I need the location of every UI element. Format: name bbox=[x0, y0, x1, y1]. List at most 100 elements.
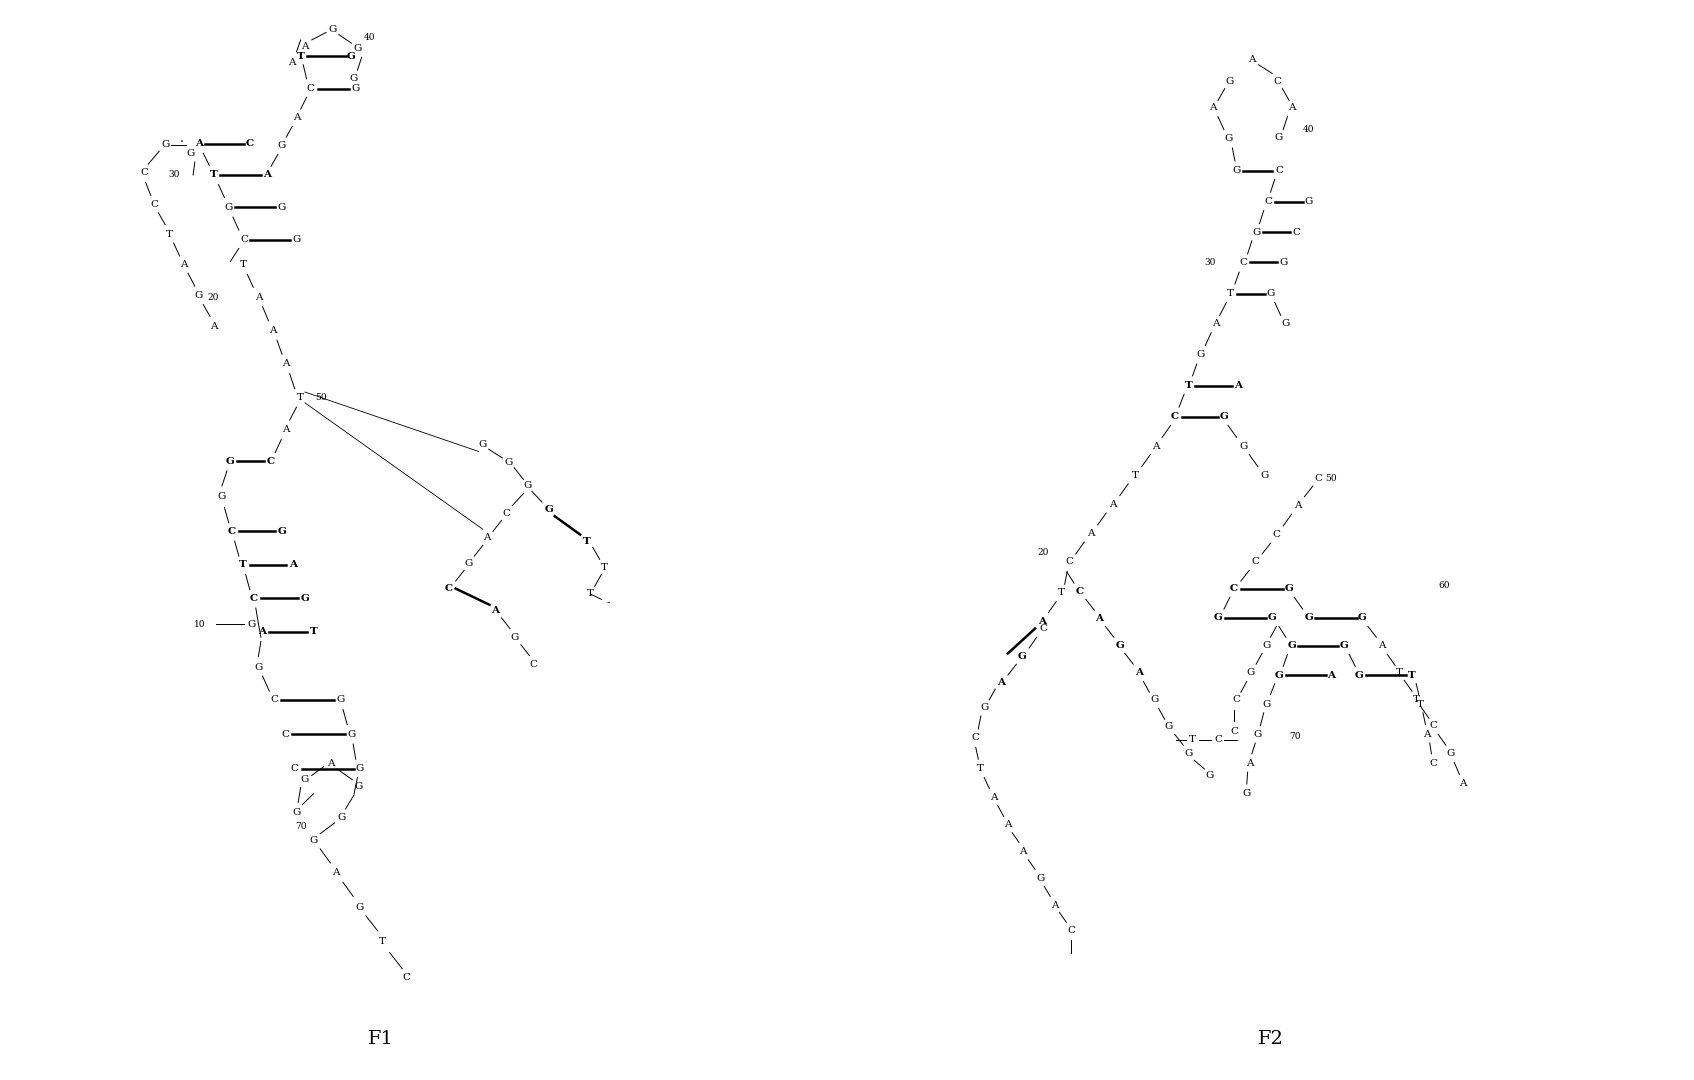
Text: C: C bbox=[1430, 759, 1437, 768]
Text: F1: F1 bbox=[368, 1030, 395, 1048]
Text: G: G bbox=[356, 765, 364, 773]
Text: G: G bbox=[1115, 642, 1125, 650]
Text: G: G bbox=[1165, 723, 1172, 731]
Text: C: C bbox=[503, 509, 510, 517]
Text: G: G bbox=[1150, 696, 1159, 704]
Text: A: A bbox=[1235, 381, 1242, 390]
Text: A: A bbox=[1210, 104, 1216, 112]
Text: A: A bbox=[1245, 759, 1254, 768]
Text: T: T bbox=[1132, 471, 1138, 480]
Text: G: G bbox=[1260, 471, 1269, 480]
Text: G: G bbox=[1018, 652, 1027, 661]
Text: G: G bbox=[1267, 613, 1277, 622]
Text: G: G bbox=[186, 149, 195, 158]
Text: G: G bbox=[1279, 258, 1287, 267]
Text: T: T bbox=[239, 260, 247, 269]
Text: ·: · bbox=[180, 136, 185, 149]
Text: G: G bbox=[1284, 584, 1294, 593]
Text: G: G bbox=[247, 620, 256, 629]
Text: G: G bbox=[1225, 134, 1232, 143]
Text: G: G bbox=[195, 292, 203, 300]
Text: C: C bbox=[241, 235, 247, 244]
Text: 70: 70 bbox=[295, 822, 307, 831]
Text: C: C bbox=[1240, 258, 1247, 267]
Text: G: G bbox=[1304, 198, 1313, 206]
Text: A: A bbox=[1096, 615, 1103, 623]
Text: G: G bbox=[1304, 613, 1313, 622]
Text: G: G bbox=[329, 25, 337, 33]
Text: 70: 70 bbox=[1289, 732, 1301, 741]
Text: A: A bbox=[483, 534, 491, 542]
Text: C: C bbox=[403, 973, 410, 982]
Text: G: G bbox=[1252, 228, 1260, 237]
Text: C: C bbox=[1215, 735, 1221, 744]
Text: G: G bbox=[1262, 642, 1270, 650]
Text: A: A bbox=[302, 42, 308, 51]
Text: G: G bbox=[1254, 730, 1262, 739]
Text: C: C bbox=[1252, 557, 1259, 566]
Text: G: G bbox=[981, 703, 988, 712]
Text: A: A bbox=[1020, 847, 1027, 855]
Text: A: A bbox=[1135, 669, 1143, 677]
Text: T: T bbox=[583, 537, 591, 545]
Text: C: C bbox=[1076, 588, 1084, 596]
Text: A: A bbox=[180, 260, 188, 269]
Text: A: A bbox=[1152, 442, 1160, 450]
Text: A: A bbox=[293, 113, 300, 122]
Text: G: G bbox=[278, 527, 286, 536]
Text: C: C bbox=[1430, 721, 1437, 730]
Text: G: G bbox=[1447, 750, 1453, 758]
Text: G: G bbox=[351, 75, 357, 83]
Text: A: A bbox=[283, 360, 290, 368]
Text: G: G bbox=[464, 559, 473, 568]
Text: C: C bbox=[972, 733, 979, 742]
Text: 40: 40 bbox=[1303, 125, 1315, 134]
Text: A: A bbox=[269, 326, 276, 335]
Text: A: A bbox=[1088, 529, 1094, 538]
Text: A: A bbox=[1287, 104, 1296, 112]
Text: G: G bbox=[225, 457, 235, 465]
Text: A: A bbox=[332, 868, 340, 877]
Text: T: T bbox=[166, 230, 173, 239]
Text: T: T bbox=[1396, 669, 1403, 677]
Text: G: G bbox=[1287, 642, 1296, 650]
Text: A: A bbox=[998, 678, 1005, 687]
Text: G: G bbox=[1213, 613, 1223, 622]
Text: A: A bbox=[1459, 779, 1467, 787]
Text: A: A bbox=[1423, 730, 1431, 739]
Text: 60: 60 bbox=[1438, 581, 1450, 590]
Text: 10: 10 bbox=[193, 620, 205, 629]
Text: A: A bbox=[1211, 320, 1220, 328]
Text: C: C bbox=[307, 84, 315, 93]
Text: 40: 40 bbox=[364, 33, 376, 42]
Text: C: C bbox=[229, 527, 235, 536]
Text: G: G bbox=[1206, 771, 1213, 780]
Text: A: A bbox=[195, 139, 203, 148]
Text: G: G bbox=[293, 235, 300, 244]
Text: C: C bbox=[1066, 557, 1072, 566]
Text: T: T bbox=[977, 765, 984, 773]
Text: T: T bbox=[1184, 381, 1193, 390]
Text: G: G bbox=[1357, 613, 1367, 622]
Text: T: T bbox=[379, 937, 386, 946]
Text: A: A bbox=[1328, 671, 1335, 679]
Text: A: A bbox=[491, 606, 500, 615]
Text: A: A bbox=[254, 293, 263, 301]
Text: A: A bbox=[1379, 642, 1386, 650]
Text: G: G bbox=[225, 203, 232, 212]
Text: C: C bbox=[530, 660, 537, 669]
Text: G: G bbox=[354, 44, 361, 53]
Text: A: A bbox=[1005, 820, 1011, 828]
Text: G: G bbox=[544, 505, 554, 514]
Text: C: C bbox=[446, 584, 452, 593]
Text: A: A bbox=[327, 759, 334, 768]
Text: G: G bbox=[1226, 77, 1233, 85]
Text: A: A bbox=[1110, 500, 1116, 509]
Text: A: A bbox=[989, 793, 998, 801]
Text: 50: 50 bbox=[315, 393, 327, 402]
Text: A: A bbox=[210, 322, 219, 330]
Text: G: G bbox=[1247, 669, 1255, 677]
Text: G: G bbox=[337, 696, 344, 704]
Text: G: G bbox=[310, 836, 317, 845]
Text: G: G bbox=[352, 84, 359, 93]
